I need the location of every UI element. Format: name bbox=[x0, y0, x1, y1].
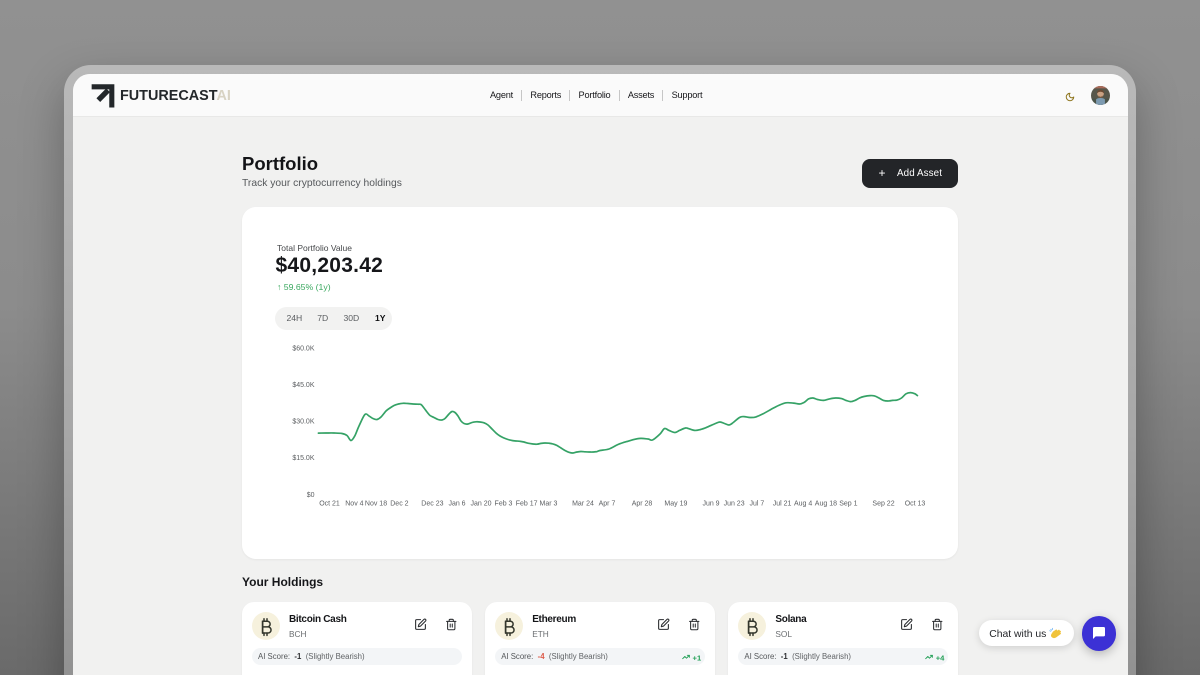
svg-text:Aug 4: Aug 4 bbox=[794, 501, 812, 508]
svg-text:$15.0K: $15.0K bbox=[292, 455, 315, 462]
svg-text:Jan 6: Jan 6 bbox=[448, 501, 465, 508]
svg-text:Jun 23: Jun 23 bbox=[724, 501, 745, 508]
svg-text:Oct 13: Oct 13 bbox=[905, 501, 926, 508]
svg-text:$0: $0 bbox=[307, 492, 315, 499]
svg-text:Jul 7: Jul 7 bbox=[750, 501, 765, 508]
svg-text:Aug 18: Aug 18 bbox=[815, 501, 837, 508]
svg-text:Dec 23: Dec 23 bbox=[421, 501, 443, 508]
svg-text:$60.0K: $60.0K bbox=[292, 346, 315, 353]
svg-text:Feb 17: Feb 17 bbox=[516, 501, 538, 508]
svg-text:Mar 24: Mar 24 bbox=[572, 501, 594, 508]
svg-text:Mar 3: Mar 3 bbox=[540, 501, 558, 508]
svg-text:Sep 22: Sep 22 bbox=[872, 501, 894, 508]
svg-text:Nov 4: Nov 4 bbox=[345, 501, 363, 508]
svg-text:Jun 9: Jun 9 bbox=[702, 501, 719, 508]
svg-text:Feb 3: Feb 3 bbox=[495, 501, 513, 508]
svg-text:May 19: May 19 bbox=[664, 501, 687, 508]
svg-text:$30.0K: $30.0K bbox=[292, 419, 315, 426]
svg-text:Nov 18: Nov 18 bbox=[365, 501, 387, 508]
svg-text:Apr 7: Apr 7 bbox=[599, 501, 616, 508]
svg-text:Apr 28: Apr 28 bbox=[632, 501, 653, 508]
svg-text:$45.0K: $45.0K bbox=[292, 382, 315, 389]
svg-text:Dec 2: Dec 2 bbox=[390, 501, 408, 508]
svg-text:Jan 20: Jan 20 bbox=[470, 501, 491, 508]
svg-text:Oct 21: Oct 21 bbox=[319, 501, 340, 508]
svg-text:Jul 21: Jul 21 bbox=[773, 501, 792, 508]
svg-text:Sep 1: Sep 1 bbox=[839, 501, 857, 508]
